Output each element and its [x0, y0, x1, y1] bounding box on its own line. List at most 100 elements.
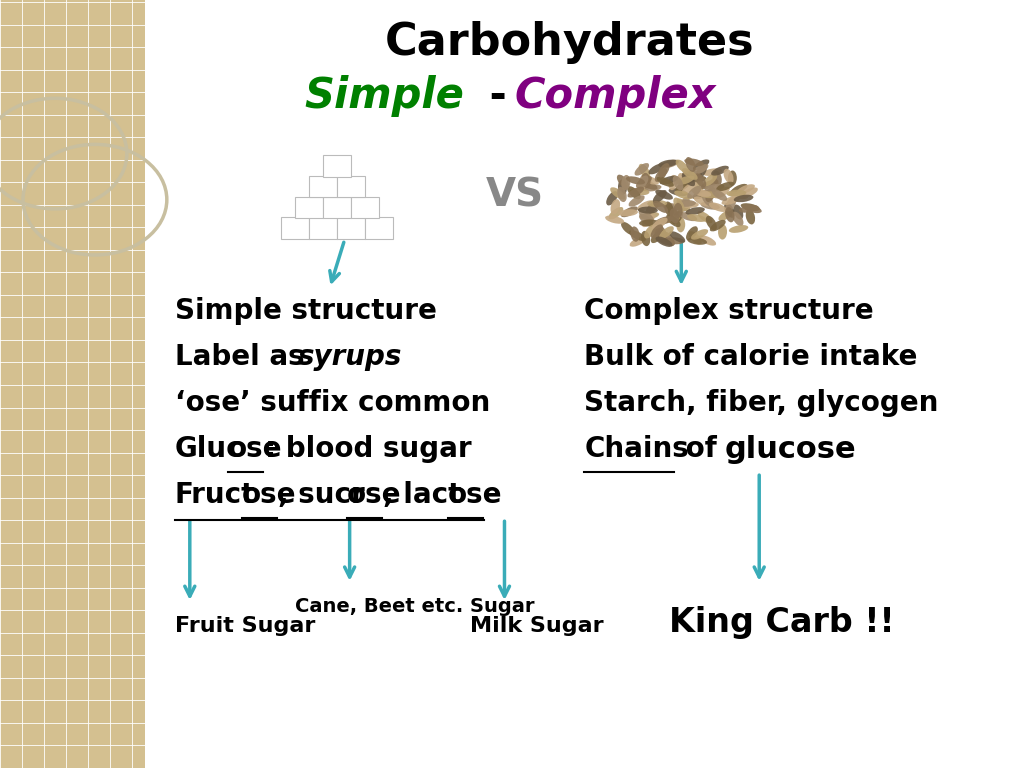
Text: VS: VS — [485, 177, 544, 215]
Text: Milk Sugar: Milk Sugar — [470, 616, 603, 636]
Ellipse shape — [692, 190, 711, 199]
Ellipse shape — [655, 224, 667, 239]
Text: Bulk of calorie intake: Bulk of calorie intake — [585, 343, 918, 371]
Ellipse shape — [695, 174, 707, 187]
Ellipse shape — [606, 191, 617, 206]
Ellipse shape — [672, 210, 683, 224]
Ellipse shape — [654, 168, 667, 182]
Ellipse shape — [636, 176, 652, 187]
Text: ‘ose’ suffix common: ‘ose’ suffix common — [175, 389, 490, 417]
Ellipse shape — [711, 166, 729, 176]
Ellipse shape — [699, 191, 720, 198]
Ellipse shape — [729, 225, 749, 233]
Ellipse shape — [680, 197, 690, 212]
Ellipse shape — [658, 163, 670, 177]
Ellipse shape — [655, 190, 673, 200]
Ellipse shape — [678, 173, 688, 188]
Ellipse shape — [711, 178, 720, 194]
Ellipse shape — [660, 215, 680, 223]
Ellipse shape — [677, 198, 690, 212]
Ellipse shape — [670, 231, 685, 243]
Ellipse shape — [734, 195, 754, 202]
Ellipse shape — [629, 230, 646, 241]
Ellipse shape — [679, 176, 696, 185]
Ellipse shape — [621, 222, 635, 235]
Ellipse shape — [640, 174, 649, 189]
Ellipse shape — [653, 227, 667, 240]
Ellipse shape — [641, 231, 650, 246]
FancyBboxPatch shape — [337, 217, 365, 239]
Ellipse shape — [617, 180, 627, 195]
FancyBboxPatch shape — [308, 217, 337, 239]
Text: Carbohydrates: Carbohydrates — [385, 21, 755, 64]
Ellipse shape — [729, 191, 749, 199]
Ellipse shape — [687, 186, 701, 198]
Ellipse shape — [682, 173, 695, 187]
Ellipse shape — [630, 188, 649, 195]
Ellipse shape — [639, 214, 653, 227]
Ellipse shape — [621, 207, 638, 217]
FancyBboxPatch shape — [0, 0, 144, 768]
Text: , sucr: , sucr — [278, 482, 365, 509]
Ellipse shape — [675, 180, 691, 191]
Ellipse shape — [665, 201, 674, 217]
Text: ose: ose — [242, 482, 296, 509]
Ellipse shape — [639, 175, 650, 190]
Ellipse shape — [659, 227, 674, 239]
Ellipse shape — [660, 160, 679, 168]
Text: King Carb !!: King Carb !! — [670, 606, 895, 638]
Ellipse shape — [605, 216, 625, 223]
Ellipse shape — [707, 184, 724, 194]
Text: ose: ose — [347, 482, 401, 509]
Ellipse shape — [616, 174, 629, 189]
Ellipse shape — [631, 227, 640, 242]
Ellipse shape — [630, 236, 647, 247]
Ellipse shape — [688, 231, 701, 244]
Text: ose: ose — [227, 435, 283, 463]
Ellipse shape — [652, 217, 668, 230]
Ellipse shape — [645, 201, 658, 214]
Ellipse shape — [641, 176, 659, 184]
Ellipse shape — [700, 202, 720, 210]
FancyBboxPatch shape — [365, 217, 392, 239]
FancyBboxPatch shape — [295, 197, 323, 218]
Ellipse shape — [726, 197, 736, 212]
Ellipse shape — [709, 203, 727, 212]
Ellipse shape — [610, 199, 621, 214]
Ellipse shape — [610, 187, 626, 200]
Ellipse shape — [618, 209, 638, 217]
Ellipse shape — [659, 176, 678, 184]
Ellipse shape — [719, 210, 734, 220]
Ellipse shape — [728, 170, 737, 186]
Ellipse shape — [658, 160, 678, 167]
Text: -: - — [474, 75, 521, 117]
Ellipse shape — [699, 235, 716, 246]
Ellipse shape — [642, 184, 662, 191]
Ellipse shape — [650, 224, 663, 238]
Ellipse shape — [685, 207, 705, 215]
Ellipse shape — [648, 164, 665, 174]
Ellipse shape — [669, 188, 688, 196]
Ellipse shape — [692, 189, 712, 197]
Ellipse shape — [696, 164, 707, 178]
Ellipse shape — [674, 197, 684, 212]
Ellipse shape — [730, 184, 748, 194]
Ellipse shape — [745, 209, 755, 224]
Ellipse shape — [608, 207, 624, 220]
Ellipse shape — [668, 204, 677, 219]
Ellipse shape — [687, 237, 707, 245]
Text: Complex structure: Complex structure — [585, 297, 874, 325]
Ellipse shape — [710, 220, 726, 231]
Ellipse shape — [626, 177, 645, 184]
Ellipse shape — [698, 191, 718, 198]
Text: Cane, Beet etc. Sugar: Cane, Beet etc. Sugar — [295, 598, 535, 616]
Ellipse shape — [670, 208, 679, 223]
Text: Fruct: Fruct — [175, 482, 255, 509]
Ellipse shape — [639, 210, 653, 222]
Ellipse shape — [684, 158, 703, 166]
Ellipse shape — [639, 164, 650, 178]
FancyBboxPatch shape — [281, 217, 308, 239]
Ellipse shape — [665, 237, 685, 244]
Ellipse shape — [656, 237, 675, 246]
Ellipse shape — [691, 229, 709, 240]
